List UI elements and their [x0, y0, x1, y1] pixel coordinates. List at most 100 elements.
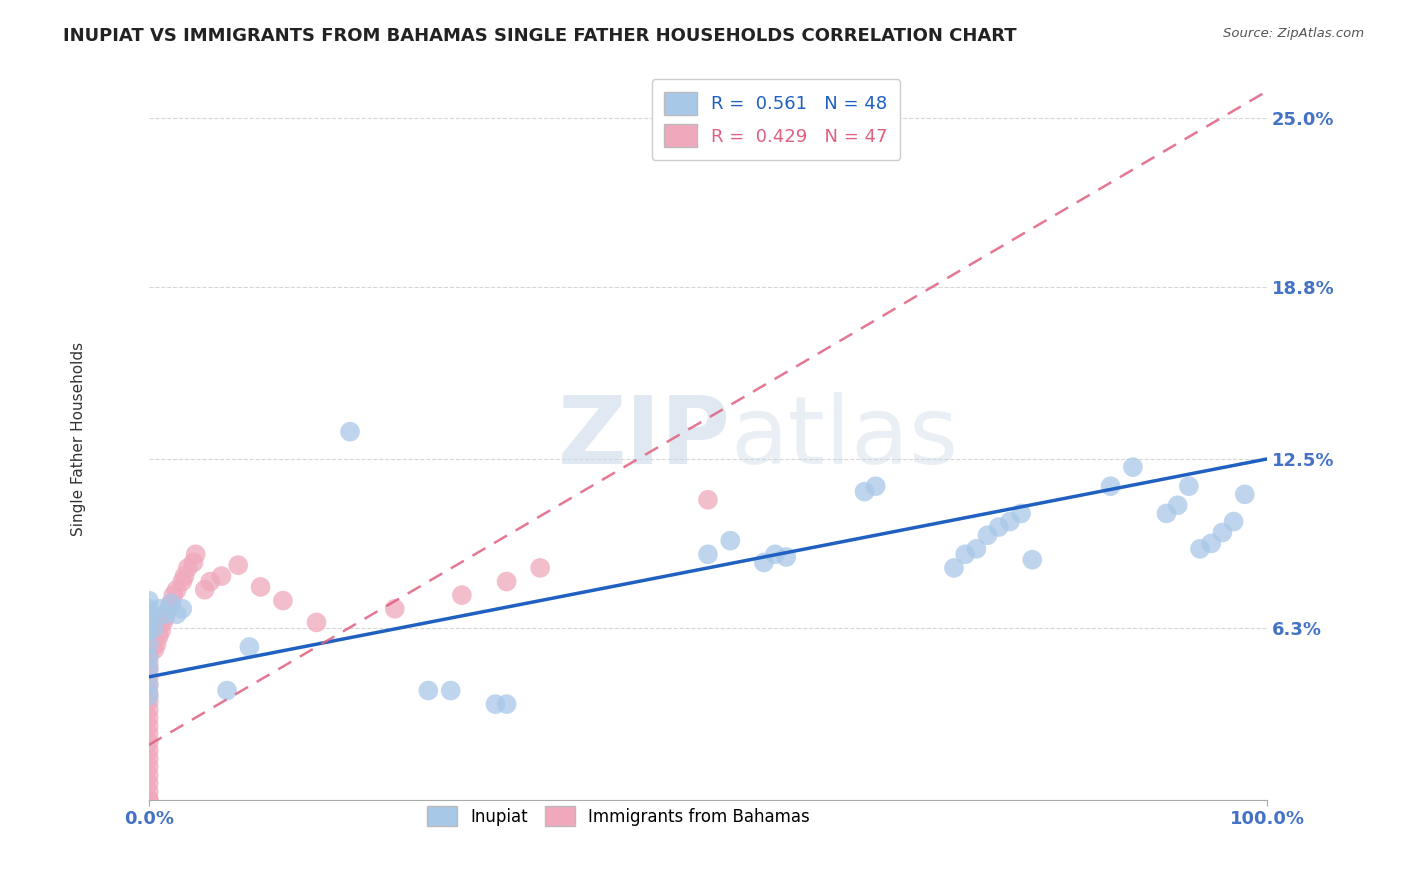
- Point: [1199, 536, 1222, 550]
- Point: [271, 593, 294, 607]
- Point: [1178, 479, 1201, 493]
- Point: [194, 582, 217, 597]
- Point: [138, 678, 160, 692]
- Y-axis label: Single Father Households: Single Father Households: [72, 342, 86, 535]
- Point: [1167, 498, 1189, 512]
- Point: [384, 601, 406, 615]
- Point: [162, 588, 184, 602]
- Point: [943, 561, 966, 575]
- Text: ZIP: ZIP: [557, 392, 730, 484]
- Point: [155, 607, 177, 622]
- Point: [138, 689, 160, 703]
- Point: [166, 582, 188, 597]
- Point: [138, 593, 160, 607]
- Point: [200, 574, 222, 589]
- Point: [138, 711, 160, 725]
- Point: [965, 541, 987, 556]
- Point: [138, 648, 160, 662]
- Point: [138, 601, 160, 615]
- Point: [451, 588, 474, 602]
- Point: [138, 686, 160, 700]
- Point: [138, 743, 160, 757]
- Point: [160, 596, 183, 610]
- Point: [138, 657, 160, 671]
- Point: [138, 735, 160, 749]
- Point: [138, 662, 160, 676]
- Point: [138, 678, 160, 692]
- Point: [138, 670, 160, 684]
- Point: [148, 629, 170, 643]
- Point: [763, 547, 786, 561]
- Point: [138, 792, 160, 806]
- Legend: Inupiat, Immigrants from Bahamas: Inupiat, Immigrants from Bahamas: [419, 797, 818, 835]
- Point: [1099, 479, 1122, 493]
- Point: [1122, 460, 1144, 475]
- Point: [138, 607, 160, 622]
- Point: [953, 547, 976, 561]
- Point: [152, 615, 174, 630]
- Point: [718, 533, 741, 548]
- Point: [166, 607, 188, 622]
- Point: [150, 624, 173, 638]
- Point: [209, 569, 232, 583]
- Point: [1010, 507, 1032, 521]
- Point: [143, 642, 166, 657]
- Point: [752, 556, 775, 570]
- Point: [987, 520, 1010, 534]
- Point: [249, 580, 271, 594]
- Point: [138, 776, 160, 790]
- Point: [160, 596, 183, 610]
- Point: [138, 637, 160, 651]
- Text: INUPIAT VS IMMIGRANTS FROM BAHAMAS SINGLE FATHER HOUSEHOLDS CORRELATION CHART: INUPIAT VS IMMIGRANTS FROM BAHAMAS SINGL…: [63, 27, 1017, 45]
- Point: [143, 621, 166, 635]
- Point: [215, 683, 238, 698]
- Point: [495, 574, 517, 589]
- Text: Source: ZipAtlas.com: Source: ZipAtlas.com: [1223, 27, 1364, 40]
- Point: [145, 637, 167, 651]
- Point: [697, 492, 720, 507]
- Point: [173, 569, 195, 583]
- Point: [853, 484, 876, 499]
- Point: [484, 697, 506, 711]
- Text: atlas: atlas: [730, 392, 959, 484]
- Point: [865, 479, 887, 493]
- Point: [138, 784, 160, 798]
- Point: [138, 662, 160, 676]
- Point: [1021, 553, 1043, 567]
- Point: [138, 694, 160, 708]
- Point: [440, 683, 463, 698]
- Point: [155, 610, 177, 624]
- Point: [238, 640, 260, 654]
- Point: [138, 615, 160, 630]
- Point: [1189, 541, 1212, 556]
- Point: [138, 752, 160, 766]
- Point: [183, 556, 205, 570]
- Point: [495, 697, 517, 711]
- Point: [339, 425, 361, 439]
- Point: [157, 601, 180, 615]
- Point: [697, 547, 720, 561]
- Point: [149, 601, 172, 615]
- Point: [138, 624, 160, 638]
- Point: [976, 528, 998, 542]
- Point: [138, 792, 160, 806]
- Point: [184, 547, 207, 561]
- Point: [172, 601, 194, 615]
- Point: [1211, 525, 1233, 540]
- Point: [1233, 487, 1256, 501]
- Point: [138, 650, 160, 665]
- Point: [138, 727, 160, 741]
- Point: [177, 561, 200, 575]
- Point: [138, 719, 160, 733]
- Point: [305, 615, 328, 630]
- Point: [172, 574, 194, 589]
- Point: [1222, 515, 1244, 529]
- Point: [775, 549, 797, 564]
- Point: [998, 515, 1021, 529]
- Point: [138, 703, 160, 717]
- Point: [418, 683, 440, 698]
- Point: [226, 558, 249, 573]
- Point: [138, 760, 160, 774]
- Point: [529, 561, 551, 575]
- Point: [1156, 507, 1178, 521]
